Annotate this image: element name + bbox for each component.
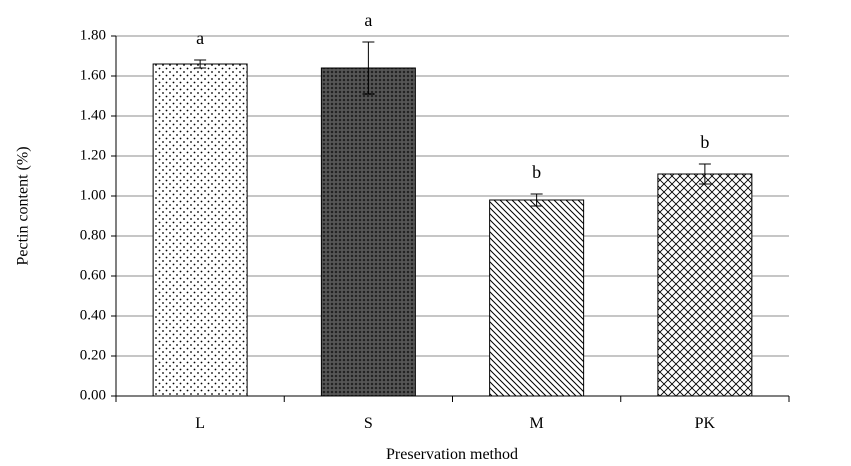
y-tick-label: 0.20	[80, 347, 106, 363]
y-tick-label: 0.00	[80, 387, 106, 403]
y-tick-label: 0.60	[80, 267, 106, 283]
y-tick-label: 1.20	[80, 147, 106, 163]
bar-s	[320, 67, 416, 397]
significance-letter: a	[364, 10, 372, 30]
y-tick-label: 0.40	[80, 307, 106, 323]
x-tick-label: S	[364, 415, 373, 432]
bar-pk	[657, 173, 753, 397]
bar-m	[489, 199, 585, 397]
x-tick-label: M	[530, 415, 544, 432]
y-tick-label: 1.00	[80, 187, 106, 203]
x-tick-label: PK	[695, 415, 716, 432]
x-tick-labels: L S M PK	[195, 415, 715, 432]
axes	[115, 36, 789, 397]
bars	[152, 41, 753, 397]
y-axis-title: Pectin content (%)	[15, 146, 32, 265]
significance-labels: a a b b	[196, 10, 709, 182]
y-tick-label: 1.80	[80, 27, 106, 43]
significance-letter: a	[196, 28, 204, 48]
y-tick-label: 0.80	[80, 227, 106, 243]
y-tick-labels: 0.00 0.20 0.40 0.60 0.80 1.00 1.20 1.40 1.60 1.80	[80, 27, 106, 403]
y-tick-label: 1.40	[80, 107, 106, 123]
significance-letter: b	[700, 132, 709, 152]
x-tick-label: L	[195, 415, 205, 432]
x-axis-title: Preservation method	[386, 446, 518, 463]
significance-letter: b	[532, 162, 541, 182]
y-tick-label: 1.60	[80, 67, 106, 83]
bar-l	[152, 63, 248, 397]
